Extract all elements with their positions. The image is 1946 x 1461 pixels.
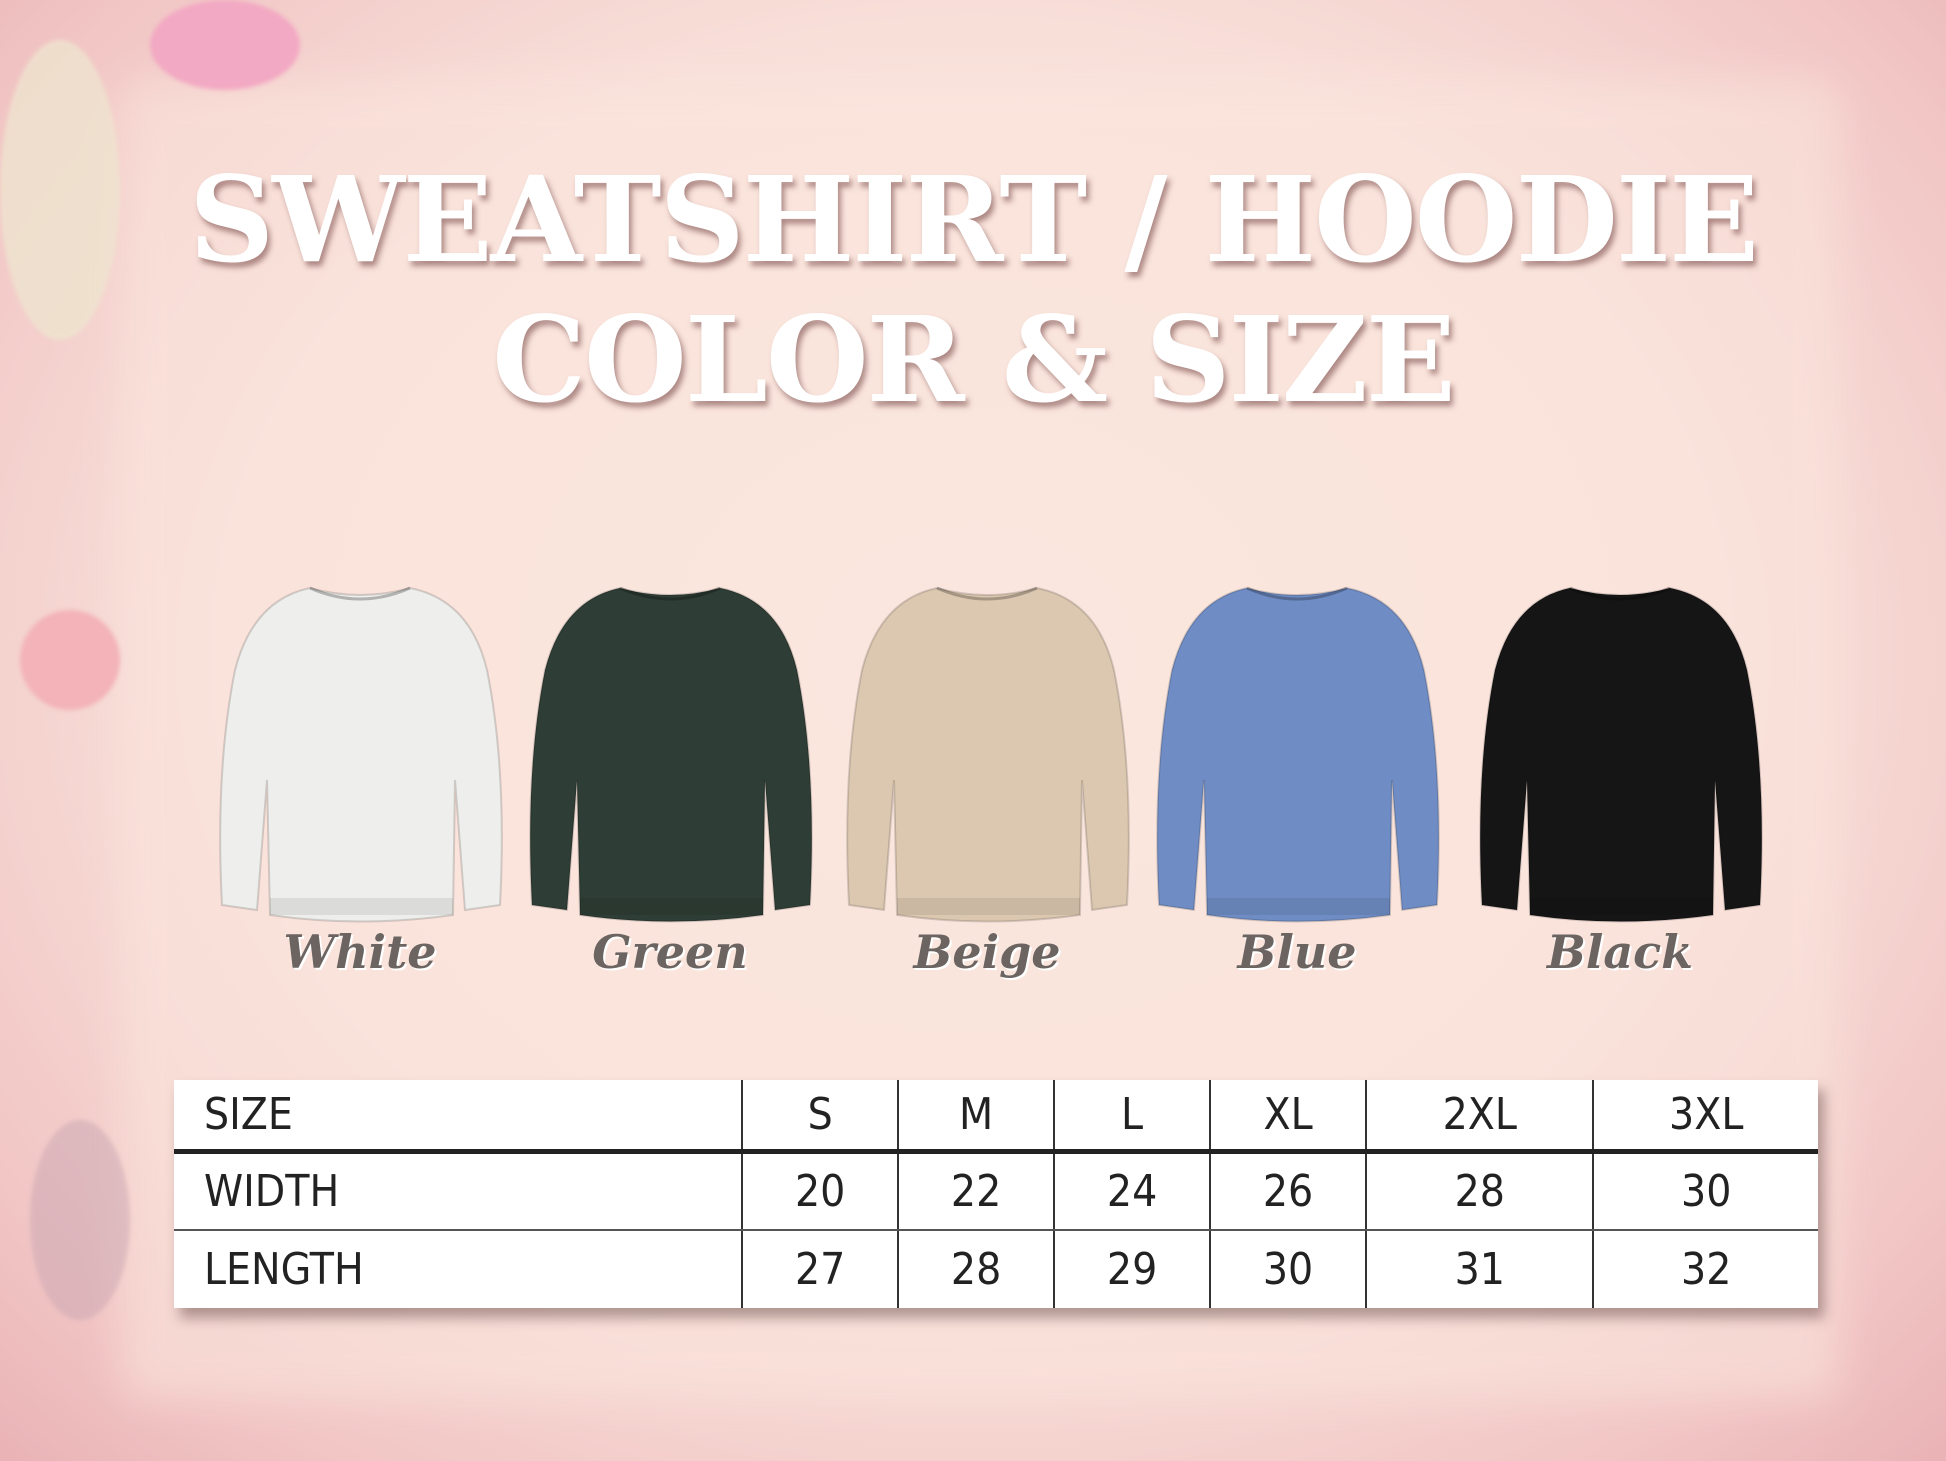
table-cell: 24 (1053, 1151, 1211, 1231)
table-cell: 22 (897, 1151, 1055, 1231)
sweatshirt-white (219, 586, 503, 923)
table-cell: 26 (1209, 1151, 1367, 1231)
size-chart-table: SIZE S M L XL 2XL 3XL WIDTH 20 22 24 26 … (174, 1080, 1818, 1308)
table-cell: 30 (1592, 1151, 1818, 1231)
color-label-black: Black (1546, 925, 1694, 979)
button-decoration (20, 610, 120, 710)
row-label: WIDTH (174, 1151, 743, 1231)
title-line-2: COLOR & SIZE (492, 290, 1456, 429)
table-cell: 29 (1053, 1230, 1211, 1308)
sweatshirt-black (1479, 586, 1763, 923)
table-cell: 32 (1592, 1230, 1818, 1308)
table-cell: 31 (1365, 1230, 1594, 1308)
sweatshirt-green (529, 586, 813, 923)
color-label-white: White (283, 925, 437, 979)
table-row-length: LENGTH 27 28 29 30 31 32 (174, 1230, 1818, 1308)
flower-decoration (150, 0, 300, 90)
header-cell: 3XL (1592, 1080, 1818, 1154)
table-cell: 28 (897, 1230, 1055, 1308)
table-cell: 30 (1209, 1230, 1367, 1308)
table-cell: 20 (741, 1151, 899, 1231)
title-line-1: SWEATSHIRT / HOODIE (188, 150, 1759, 289)
color-label-green: Green (592, 925, 748, 979)
sweatshirt-beige (846, 586, 1130, 923)
leaf-decoration (30, 1120, 130, 1320)
table-cell: 27 (741, 1230, 899, 1308)
row-label: LENGTH (204, 1244, 364, 1295)
header-cell: XL (1209, 1080, 1367, 1154)
color-label-blue: Blue (1237, 925, 1357, 979)
header-cell: SIZE (174, 1080, 743, 1154)
table-row-width: WIDTH 20 22 24 26 28 30 (174, 1151, 1818, 1231)
table-header-row: SIZE S M L XL 2XL 3XL (174, 1080, 1818, 1154)
header-cell: S (741, 1080, 899, 1154)
header-cell: 2XL (1365, 1080, 1594, 1154)
sweatshirt-blue (1156, 586, 1440, 923)
flower-decoration (0, 40, 120, 340)
color-label-beige: Beige (913, 925, 1061, 979)
table-cell: 28 (1365, 1151, 1594, 1231)
header-cell: L (1053, 1080, 1211, 1154)
header-cell: M (897, 1080, 1055, 1154)
